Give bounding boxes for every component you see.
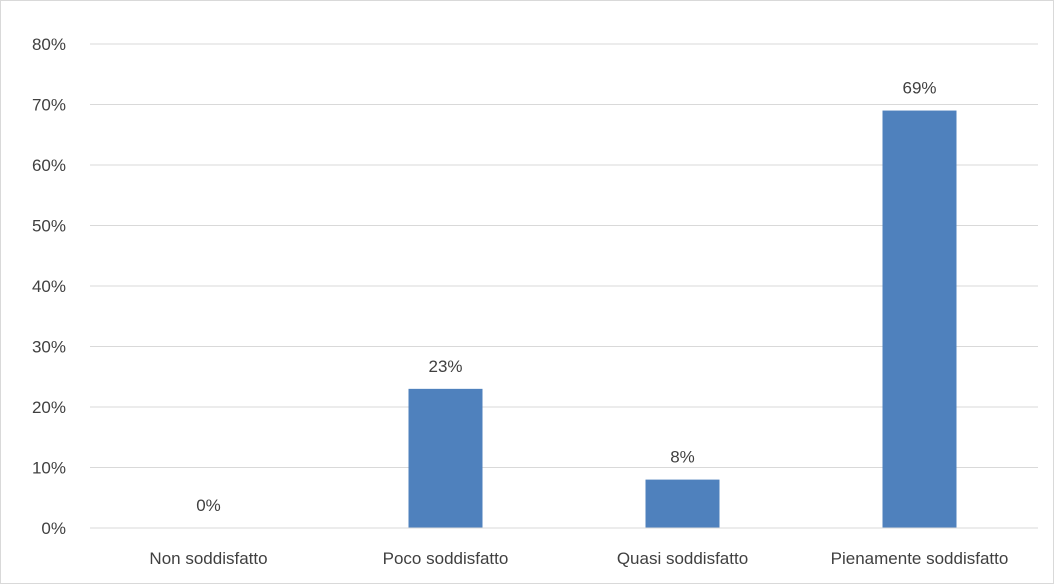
y-tick-label: 10%	[32, 459, 66, 478]
y-tick-label: 80%	[32, 35, 66, 54]
category-label: Pienamente soddisfatto	[831, 549, 1009, 568]
bar	[408, 388, 483, 528]
bars	[408, 110, 957, 529]
data-label: 8%	[670, 448, 695, 467]
category-label: Non soddisfatto	[149, 549, 267, 568]
y-tick-label: 20%	[32, 398, 66, 417]
x-axis-category-labels: Non soddisfatto Poco soddisfatto Quasi sod…	[149, 549, 1008, 568]
category-label: Quasi soddisfatto	[617, 549, 748, 568]
gridlines	[90, 43, 1038, 468]
bar	[645, 479, 720, 528]
data-label: 23%	[428, 357, 462, 376]
y-tick-label: 0%	[41, 519, 66, 538]
y-tick-label: 40%	[32, 277, 66, 296]
data-labels: 0% 23% 8% 69%	[196, 79, 936, 515]
category-label: Poco soddisfatto	[383, 549, 509, 568]
bar	[882, 110, 957, 529]
data-label: 69%	[902, 79, 936, 98]
y-tick-label: 50%	[32, 217, 66, 236]
y-tick-label: 60%	[32, 156, 66, 175]
data-label: 0%	[196, 496, 221, 515]
y-tick-label: 70%	[32, 96, 66, 115]
y-axis-tick-labels: 0% 10% 20% 30% 40% 50% 60% 70% 80%	[32, 35, 66, 538]
y-tick-label: 30%	[32, 338, 66, 357]
